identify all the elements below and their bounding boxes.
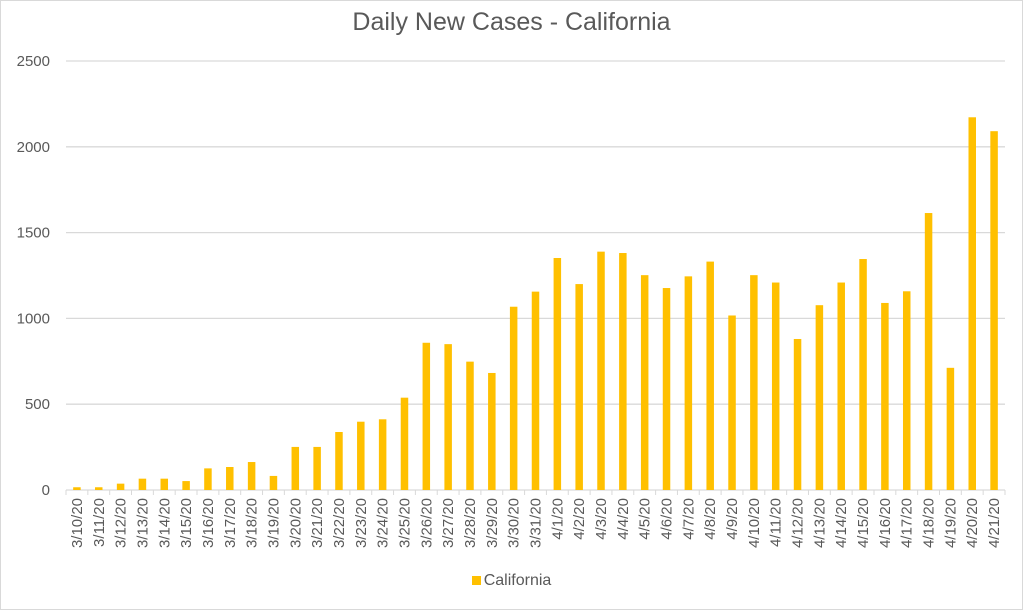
- x-tick-label: 3/19/20: [265, 498, 282, 548]
- x-tick-label: 4/18/20: [921, 498, 938, 548]
- bar: [247, 462, 256, 490]
- x-tick-label: 3/11/20: [91, 498, 108, 547]
- x-tick-label: 3/14/20: [156, 498, 173, 548]
- x-tick-label: 3/27/20: [440, 498, 457, 548]
- x-tick-label: 3/24/20: [375, 498, 392, 548]
- legend-label: California: [483, 572, 552, 589]
- bar: [662, 288, 671, 490]
- y-tick-label: 0: [42, 482, 50, 499]
- bar: [750, 275, 758, 490]
- bar: [291, 446, 300, 490]
- bar: [488, 372, 496, 490]
- bar: [509, 306, 518, 490]
- bar: [357, 421, 365, 490]
- y-tick-label: 1500: [17, 225, 50, 242]
- x-tick-label: 3/30/20: [506, 498, 523, 548]
- legend: California: [0, 572, 1023, 590]
- y-tick-label: 1000: [17, 310, 50, 327]
- x-tick-label: 4/14/20: [833, 498, 850, 548]
- bar: [73, 487, 81, 490]
- x-tick-label: 4/12/20: [790, 498, 807, 548]
- x-tick-label: 4/4/20: [615, 498, 632, 540]
- x-tick-label: 4/3/20: [593, 498, 610, 540]
- x-tick-label: 4/9/20: [724, 498, 741, 540]
- y-tick-label: 2500: [17, 53, 50, 70]
- bar: [466, 361, 474, 490]
- bar: [204, 468, 212, 490]
- x-tick-label: 4/17/20: [899, 498, 916, 548]
- x-tick-label: 4/11/20: [768, 498, 785, 547]
- x-tick-label: 3/26/20: [418, 498, 435, 548]
- x-tick-label: 3/21/20: [309, 498, 326, 548]
- bar: [728, 315, 736, 490]
- x-tick-label: 3/22/20: [331, 498, 348, 548]
- bar: [313, 446, 321, 490]
- x-tick-label: 4/7/20: [680, 498, 697, 540]
- x-tick-label: 4/20/20: [964, 498, 981, 548]
- bar: [531, 291, 540, 490]
- x-tick-label: 3/12/20: [113, 498, 130, 548]
- x-tick-label: 4/6/20: [659, 498, 676, 540]
- x-tick-label: 4/16/20: [877, 498, 894, 548]
- bar: [444, 344, 452, 490]
- bar: [226, 467, 234, 490]
- chart-title: Daily New Cases - California: [352, 8, 671, 36]
- x-tick-label: 4/15/20: [855, 498, 872, 548]
- bar: [269, 475, 278, 490]
- x-tick-label: 3/10/20: [69, 498, 86, 548]
- bar: [837, 282, 845, 490]
- bar: [597, 251, 605, 490]
- bar: [378, 419, 387, 490]
- bar: [422, 342, 431, 490]
- bar: [706, 261, 714, 490]
- bar: [859, 259, 867, 490]
- y-tick-label: 500: [25, 396, 50, 413]
- bar: [771, 282, 780, 490]
- x-tick-label: 3/18/20: [244, 498, 261, 548]
- x-tick-label: 4/19/20: [942, 498, 959, 548]
- bar: [684, 276, 693, 490]
- x-tick-label: 3/31/20: [528, 498, 545, 548]
- bar: [335, 431, 343, 490]
- bar: [990, 131, 998, 491]
- bar: [575, 284, 583, 490]
- x-tick-label: 4/21/20: [986, 498, 1003, 548]
- bar: [881, 302, 889, 490]
- legend-swatch: [471, 576, 481, 586]
- y-tick-label: 2000: [17, 139, 50, 156]
- bar: [968, 117, 976, 491]
- bar: [116, 483, 125, 490]
- bar: [182, 481, 190, 490]
- x-tick-label: 4/5/20: [637, 498, 654, 540]
- x-tick-label: 3/29/20: [484, 498, 501, 548]
- x-tick-label: 3/28/20: [462, 498, 479, 548]
- bar: [902, 291, 911, 490]
- bar: [160, 478, 169, 490]
- bar: [924, 213, 933, 490]
- x-tick-label: 3/23/20: [353, 498, 370, 548]
- x-tick-label: 4/1/20: [549, 498, 566, 540]
- x-tick-label: 3/25/20: [396, 498, 413, 548]
- bar: [95, 487, 103, 490]
- x-tick-label: 4/13/20: [811, 498, 828, 548]
- x-tick-label: 4/8/20: [702, 498, 719, 540]
- bar: [619, 253, 627, 490]
- x-tick-label: 3/15/20: [178, 498, 195, 548]
- x-tick-label: 3/13/20: [134, 498, 151, 548]
- x-tick-label: 4/10/20: [746, 498, 763, 548]
- bar: [400, 397, 409, 490]
- x-tick-label: 3/17/20: [222, 498, 239, 548]
- x-tick-label: 3/20/20: [287, 498, 304, 548]
- x-tick-label: 4/2/20: [571, 498, 588, 540]
- x-tick-label: 3/16/20: [200, 498, 217, 548]
- bar: [793, 338, 802, 490]
- bar: [815, 305, 824, 490]
- bar: [640, 275, 649, 490]
- bar: [946, 367, 955, 490]
- bar: [553, 257, 562, 490]
- bar: [138, 478, 147, 490]
